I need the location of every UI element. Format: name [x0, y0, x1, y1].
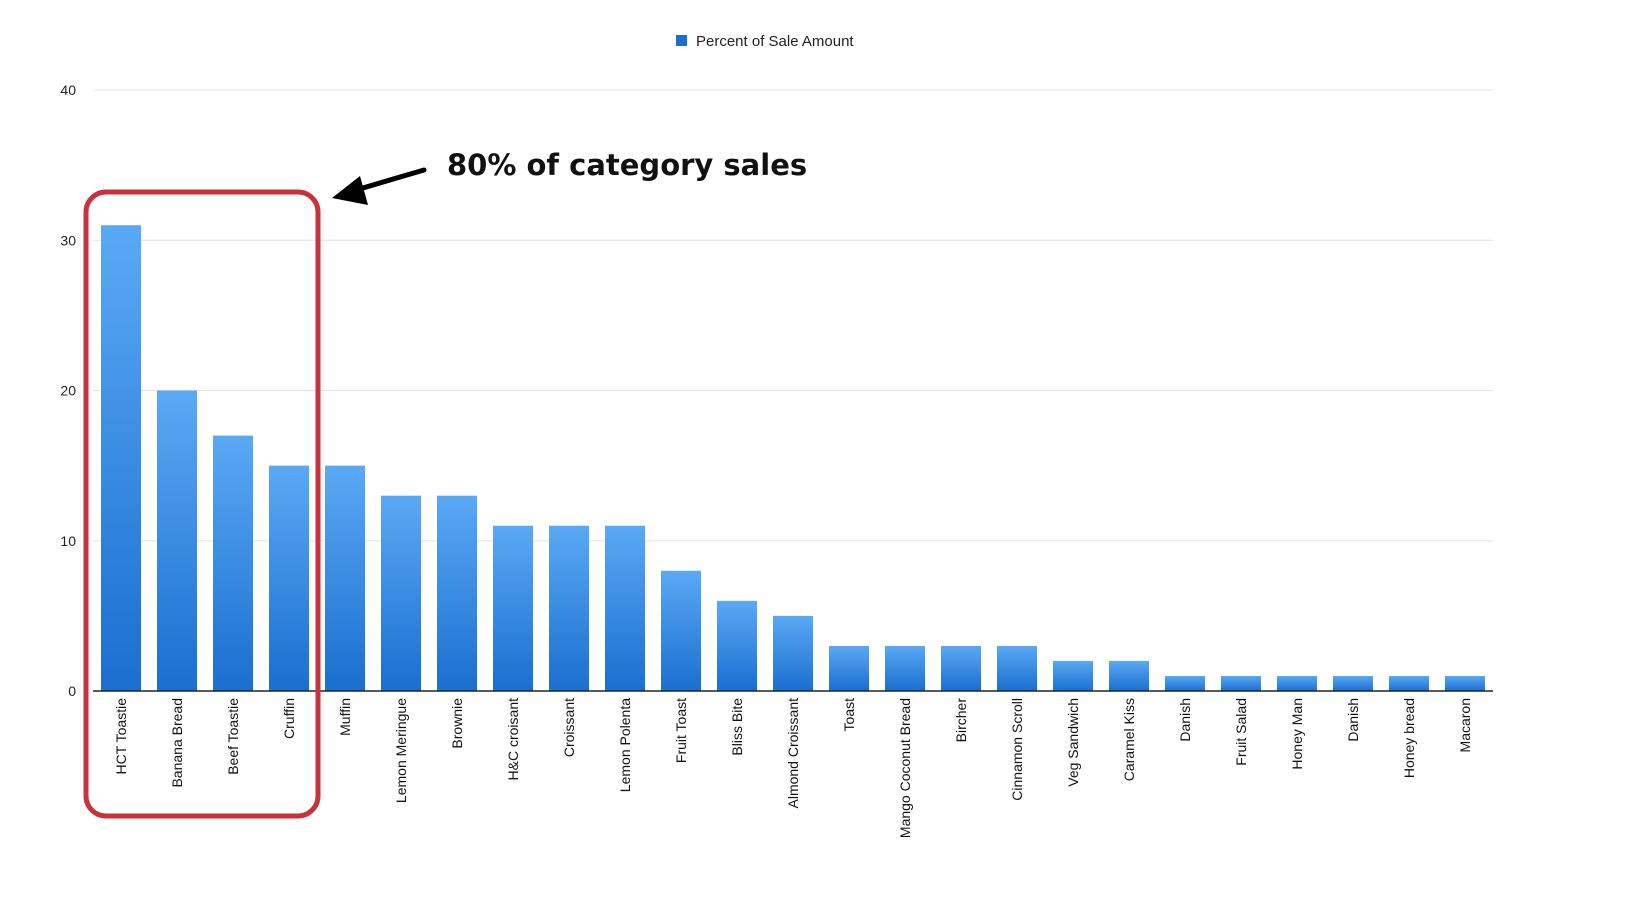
- x-tick-label: Macaron: [1457, 698, 1473, 752]
- y-tick-label: 10: [60, 533, 76, 549]
- y-tick-label: 40: [60, 82, 76, 98]
- x-tick-label: Beef Toastie: [225, 698, 241, 775]
- highlight-box: [83, 189, 321, 819]
- annotation-text: 80% of category sales: [447, 148, 807, 182]
- x-tick-label: Veg Sandwich: [1065, 698, 1081, 787]
- bar: [1109, 660, 1149, 691]
- bar: [325, 465, 365, 691]
- bar: [1277, 675, 1317, 691]
- bar: [1333, 675, 1373, 691]
- x-tick-label: Lemon Polenta: [617, 698, 633, 792]
- bar: [1389, 675, 1429, 691]
- x-tick-label: Almond Croissant: [785, 698, 801, 809]
- x-tick-label: Fruit Salad: [1233, 698, 1249, 766]
- x-tick-label: Fruit Toast: [673, 698, 689, 763]
- x-tick-label: Bircher: [953, 698, 969, 743]
- bar: [549, 525, 589, 691]
- x-tick-label: Danish: [1345, 698, 1361, 742]
- gridlines: [93, 89, 1493, 542]
- bar: [493, 525, 533, 691]
- bar: [157, 390, 197, 691]
- x-tick-label: H&C croisant: [505, 698, 521, 781]
- x-tick-label: Cruffin: [281, 698, 297, 739]
- annotation-arrow-head: [332, 176, 368, 205]
- bar: [437, 495, 477, 691]
- annotation: 80% of category sales: [83, 148, 807, 819]
- bar: [381, 495, 421, 691]
- bar: [1445, 675, 1485, 691]
- annotation-arrow-shaft: [353, 167, 427, 193]
- bar: [941, 645, 981, 691]
- x-tick-label: Danish: [1177, 698, 1193, 742]
- y-tick-label: 0: [68, 683, 76, 699]
- x-tick-label: Honey bread: [1401, 698, 1417, 778]
- bar: [997, 645, 1037, 691]
- y-axis-ticks: 0 10 20 30 40: [60, 82, 76, 699]
- bars: [101, 225, 1485, 691]
- legend-label: Percent of Sale Amount: [696, 33, 854, 50]
- bar: [101, 225, 141, 691]
- legend-swatch: [676, 35, 687, 46]
- x-tick-label: Brownie: [449, 698, 465, 749]
- legend: Percent of Sale Amount: [676, 33, 854, 50]
- bar: [885, 645, 925, 691]
- x-axis-labels: HCT Toastie Banana Bread Beef Toastie Cruff…: [113, 698, 1473, 838]
- bar: [213, 435, 253, 691]
- bar: [773, 615, 813, 691]
- y-tick-label: 30: [60, 232, 76, 248]
- bar: [661, 570, 701, 691]
- bar: [717, 600, 757, 691]
- bar: [269, 465, 309, 691]
- x-tick-label: Muffin: [337, 698, 353, 736]
- bar: [1221, 675, 1261, 691]
- x-tick-label: Caramel Kiss: [1121, 698, 1137, 781]
- x-tick-label: Banana Bread: [169, 698, 185, 788]
- bar: [829, 645, 869, 691]
- x-tick-label: Bliss Bite: [729, 698, 745, 756]
- y-tick-label: 20: [60, 383, 76, 399]
- x-tick-label: Cinnamon Scroll: [1009, 698, 1025, 801]
- bar: [1053, 660, 1093, 691]
- bar: [605, 525, 645, 691]
- x-tick-label: Croissant: [561, 698, 577, 757]
- bar: [1165, 675, 1205, 691]
- x-tick-label: Lemon Meringue: [393, 698, 409, 803]
- x-tick-label: HCT Toastie: [113, 698, 129, 775]
- x-tick-label: Mango Coconut Bread: [897, 698, 913, 838]
- x-tick-label: Toast: [841, 698, 857, 732]
- x-tick-label: Honey Man: [1289, 698, 1305, 770]
